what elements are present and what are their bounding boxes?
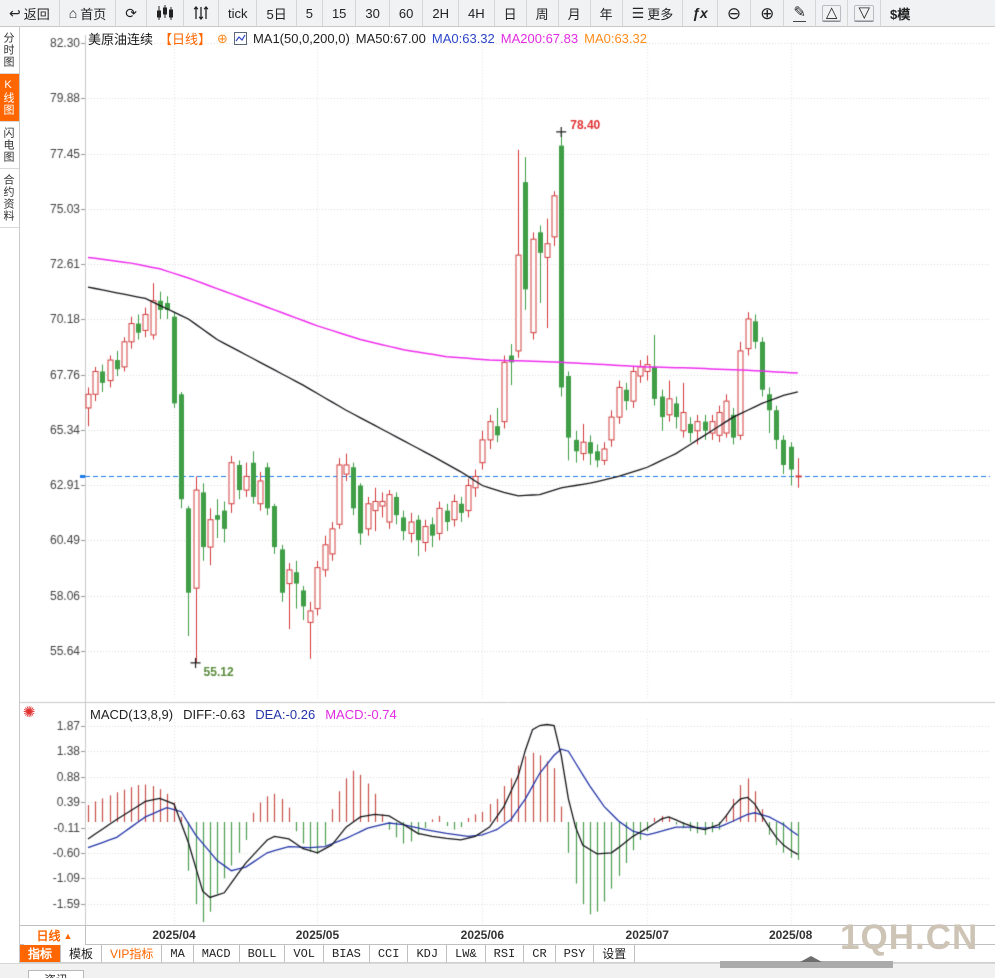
volume-arrows-icon bbox=[193, 5, 209, 21]
triangle-up-icon: △ bbox=[821, 5, 842, 22]
toolbar-button-period-5day[interactable]: 5日 bbox=[257, 0, 297, 26]
toolbar-button-label: 返回 bbox=[23, 6, 50, 22]
toolbar-button-draw[interactable]: ✎ bbox=[784, 0, 816, 26]
toolbar-button-tick[interactable]: tick bbox=[219, 0, 258, 26]
kline-macd-chart[interactable] bbox=[20, 27, 995, 925]
x-axis-label: 2025/08 bbox=[768, 928, 813, 942]
toolbar-button-home[interactable]: ⌂ 首页 bbox=[60, 0, 117, 26]
zoom-out-icon: ⊖ bbox=[726, 3, 742, 23]
toolbar-button-triangle-down[interactable]: ▽ bbox=[848, 0, 881, 26]
indicator-tabs-row: 指标 模板 VIP指标 MA MACD BOLL VOL BIAS CCI KDJ LW& RSI CR… bbox=[20, 945, 995, 963]
period-selector-arrow: ▲ bbox=[63, 930, 73, 941]
toolbar: ↩ 返回 ⌂ 首页 ⟳ tick 5日 5 15 30 60 2H 4H 日周月年 ☰ 更多 ƒx ⊖ ⊕ ✎ △ ▽ $模 bbox=[0, 0, 995, 27]
indicator-tab-BIAS[interactable]: BIAS bbox=[324, 945, 370, 962]
toolbar-button-label: ƒx bbox=[692, 5, 708, 21]
indicator-tab-MA[interactable]: MA bbox=[162, 945, 194, 962]
draw-icon: ✎ bbox=[793, 3, 806, 22]
toolbar-button-label: $模 bbox=[889, 6, 911, 22]
collapse-arrow-icon bbox=[800, 956, 822, 962]
x-axis-label: 2025/05 bbox=[295, 928, 340, 942]
toolbar-button-period-60[interactable]: 60 bbox=[390, 0, 424, 26]
toolbar-button-label: 5 bbox=[305, 5, 313, 21]
toolbar-button-period-30[interactable]: 30 bbox=[356, 0, 390, 26]
sidebar: 分时图 K线图 闪电图 合约资料 bbox=[0, 27, 20, 978]
candlestick-icon bbox=[156, 5, 173, 20]
toolbar-button-refresh[interactable]: ⟳ bbox=[116, 0, 147, 26]
x-axis-label: 2025/07 bbox=[625, 928, 669, 942]
indicator-tab-BOLL[interactable]: BOLL bbox=[240, 945, 286, 962]
sidebar-tab-flash-chart[interactable]: 闪电图 bbox=[0, 122, 19, 169]
period-selector-label: 日线 bbox=[36, 929, 61, 943]
bottom-strip: 资讯 bbox=[0, 956, 995, 978]
toolbar-button-period-15[interactable]: 15 bbox=[323, 0, 357, 26]
indicator-tab-指标[interactable]: 指标 bbox=[20, 945, 62, 962]
refresh-icon: ⟳ bbox=[125, 5, 137, 21]
toolbar-button-label: 60 bbox=[398, 5, 414, 21]
more-icon: ☰ bbox=[631, 5, 645, 21]
toolbar-button-indicator-type[interactable] bbox=[184, 0, 219, 26]
toolbar-button-period-day[interactable]: 日 bbox=[495, 0, 527, 26]
toolbar-button-label: 15 bbox=[331, 5, 347, 21]
toolbar-button-label: 30 bbox=[365, 5, 380, 21]
indicator-tab-PSY[interactable]: PSY bbox=[556, 945, 595, 962]
sidebar-tab-contract-info[interactable]: 合约资料 bbox=[0, 169, 19, 228]
toolbar-button-period-month[interactable]: 月 bbox=[559, 0, 591, 26]
toolbar-button-label: 周 bbox=[535, 6, 549, 22]
toolbar-button-period-5[interactable]: 5 bbox=[297, 0, 323, 26]
toolbar-button-period-year[interactable]: 年 bbox=[591, 0, 623, 26]
toolbar-button-label: 5日 bbox=[266, 6, 287, 22]
toolbar-button-label: 更多 bbox=[647, 6, 674, 22]
indicator-tab-CR[interactable]: CR bbox=[524, 945, 556, 962]
indicator-tab-VOL[interactable]: VOL bbox=[285, 945, 325, 962]
toolbar-button-zoom-out[interactable]: ⊖ bbox=[718, 0, 752, 26]
x-axis-row: 日线 ▲ 2025/04 2025/05 2025/06 2025/07 2025/08 bbox=[20, 925, 995, 945]
toolbar-button-more[interactable]: ☰ 更多 bbox=[623, 0, 684, 26]
news-tab[interactable]: 资讯 bbox=[28, 970, 84, 978]
indicator-tab-RSI[interactable]: RSI bbox=[486, 945, 525, 962]
toolbar-button-label: 年 bbox=[599, 6, 613, 22]
toolbar-button-label: 首页 bbox=[80, 6, 107, 22]
toolbar-button-period-week[interactable]: 周 bbox=[527, 0, 559, 26]
toolbar-button-triangle-up[interactable]: △ bbox=[816, 0, 849, 26]
indicator-tab-MACD[interactable]: MACD bbox=[194, 945, 240, 962]
toolbar-button-label: 4H bbox=[467, 5, 485, 21]
indicator-tab-LW&[interactable]: LW& bbox=[447, 945, 486, 962]
toolbar-button-back[interactable]: ↩ 返回 bbox=[0, 0, 60, 26]
toolbar-button-label: 日 bbox=[503, 6, 517, 22]
indicator-tab-CCI[interactable]: CCI bbox=[370, 945, 409, 962]
sidebar-tab-time-chart[interactable]: 分时图 bbox=[0, 27, 19, 74]
back-icon: ↩ bbox=[9, 5, 21, 21]
toolbar-button-formula[interactable]: ƒx bbox=[683, 0, 718, 26]
toolbar-button-period-2h[interactable]: 2H bbox=[423, 0, 459, 26]
macd-settings-icon[interactable]: ✺ bbox=[22, 704, 36, 721]
triangle-down-icon: ▽ bbox=[854, 5, 874, 22]
toolbar-button-label: tick bbox=[227, 5, 248, 21]
toolbar-button-label: 月 bbox=[567, 6, 581, 22]
zoom-in-icon: ⊕ bbox=[760, 3, 775, 23]
toolbar-button-label: 2H bbox=[432, 5, 449, 21]
sidebar-tab-kline-chart[interactable]: K线图 bbox=[0, 74, 19, 122]
collapse-scrollbar[interactable] bbox=[720, 956, 893, 968]
toolbar-button-period-4h[interactable]: 4H bbox=[459, 0, 495, 26]
toolbar-button-zoom-in[interactable]: ⊕ bbox=[751, 0, 785, 26]
period-selector[interactable]: 日线 ▲ bbox=[24, 926, 86, 945]
home-icon: ⌂ bbox=[68, 5, 78, 21]
indicator-tab-模板[interactable]: 模板 bbox=[61, 945, 103, 962]
toolbar-button-simulate[interactable]: $模 bbox=[881, 0, 919, 26]
x-axis-label: 2025/04 bbox=[152, 928, 196, 942]
toolbar-button-kline-type[interactable] bbox=[147, 0, 184, 26]
x-axis-label: 2025/06 bbox=[460, 928, 505, 942]
indicator-tab-设置[interactable]: 设置 bbox=[594, 945, 636, 962]
indicator-tab-VIP指标[interactable]: VIP指标 bbox=[102, 945, 163, 962]
indicator-tab-KDJ[interactable]: KDJ bbox=[408, 945, 448, 962]
